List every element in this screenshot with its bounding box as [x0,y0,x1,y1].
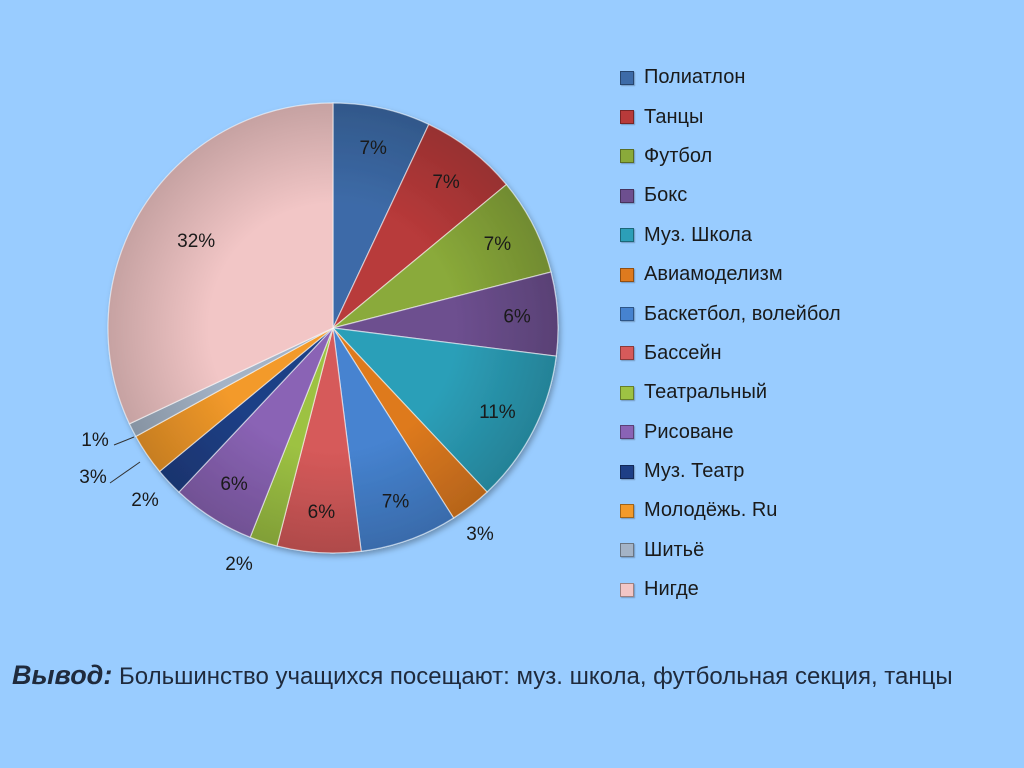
slice-label-муз-театр: 2% [131,490,159,511]
legend-label: Рисоване [644,420,734,443]
conclusion: Вывод: Большинство учащихся посещают: му… [12,660,1017,691]
legend-item-бокс: Бокс [620,176,841,215]
legend-swatch [620,346,634,361]
chart-legend: Полиатлон Танцы Футбол Бокс Муз. Школа Авиамо… [620,58,841,609]
legend-swatch [620,464,634,479]
slice-label-рисоване: 6% [220,474,248,495]
slice-label-нигде: 32% [177,231,215,252]
legend-item-бассейн: Бассейн [620,334,841,373]
conclusion-text: Большинство учащихся посещают: муз. школ… [119,663,953,690]
legend-item-молодёжь-ru: Молодёжь. Ru [620,491,841,530]
legend-swatch [620,149,634,164]
pie-slices [107,102,559,554]
conclusion-heading: Вывод: [12,660,113,690]
legend-swatch [620,582,634,597]
leader-line-шитьё [113,436,135,446]
leader-lines [109,436,141,484]
legend-label: Молодёжь. Ru [644,499,778,522]
pie-slice-нигде [107,102,334,425]
legend-item-нигде: Нигде [620,570,841,609]
legend-swatch [620,385,634,400]
slice-label-бассейн: 6% [308,502,336,523]
slice-label-танцы: 7% [432,172,460,193]
legend-swatch [620,70,634,85]
legend-label: Театральный [644,381,767,404]
slice-label-молодёжь-ru: 3% [79,467,107,488]
slice-label-театральный: 2% [225,554,253,575]
legend-label: Бассейн [644,341,722,364]
legend-item-футбол: Футбол [620,137,841,176]
legend-item-баскетбол-волейбол: Баскетбол, волейбол [620,294,841,333]
legend-label: Футбол [644,144,713,167]
legend-item-муз-театр: Муз. Театр [620,452,841,491]
pie-slice-муз-школа [331,327,557,493]
slice-label-баскетбол-волейбол: 7% [382,492,410,513]
legend-item-полиатлон: Полиатлон [620,58,841,97]
slice-labels: 7% 7% 7% 6% 11% 3% 7% 6% 2% 6% 2% 3% 1% 32% [79,138,531,575]
legend-swatch [620,228,634,243]
legend-label: Шитьё [644,538,705,561]
legend-swatch [620,543,634,558]
slice-label-шитьё: 1% [81,430,109,451]
legend-swatch [620,267,634,282]
legend-swatch [620,503,634,518]
slice-label-полиатлон: 7% [359,138,387,159]
legend-item-муз-школа: Муз. Школа [620,216,841,255]
legend-item-шитьё: Шитьё [620,531,841,570]
leader-line-молодёжь-ru [109,461,141,484]
legend-item-танцы: Танцы [620,97,841,136]
slice-label-авиамоделизм: 3% [466,524,494,545]
legend-label: Бокс [644,184,688,207]
legend-label: Авиамоделизм [644,263,783,286]
legend-label: Нигде [644,578,699,601]
slice-label-муз-школа: 11% [479,402,516,423]
legend-label: Баскетбол, волейбол [644,302,841,325]
legend-item-авиамоделизм: Авиамоделизм [620,255,841,294]
slice-label-футбол: 7% [484,234,512,255]
legend-swatch [620,110,634,125]
legend-label: Муз. Театр [644,460,745,483]
legend-label: Танцы [644,105,704,128]
legend-label: Муз. Школа [644,223,752,246]
legend-swatch [620,188,634,203]
legend-item-театральный: Театральный [620,373,841,412]
slice-label-бокс: 6% [503,306,531,327]
legend-swatch [620,307,634,322]
legend-item-рисоване: Рисоване [620,413,841,452]
pie-chart: 7% 7% 7% 6% 11% 3% 7% 6% 2% 6% 2% 3% 1% 32% [79,102,559,575]
legend-label: Полиатлон [644,66,746,89]
legend-swatch [620,425,634,440]
